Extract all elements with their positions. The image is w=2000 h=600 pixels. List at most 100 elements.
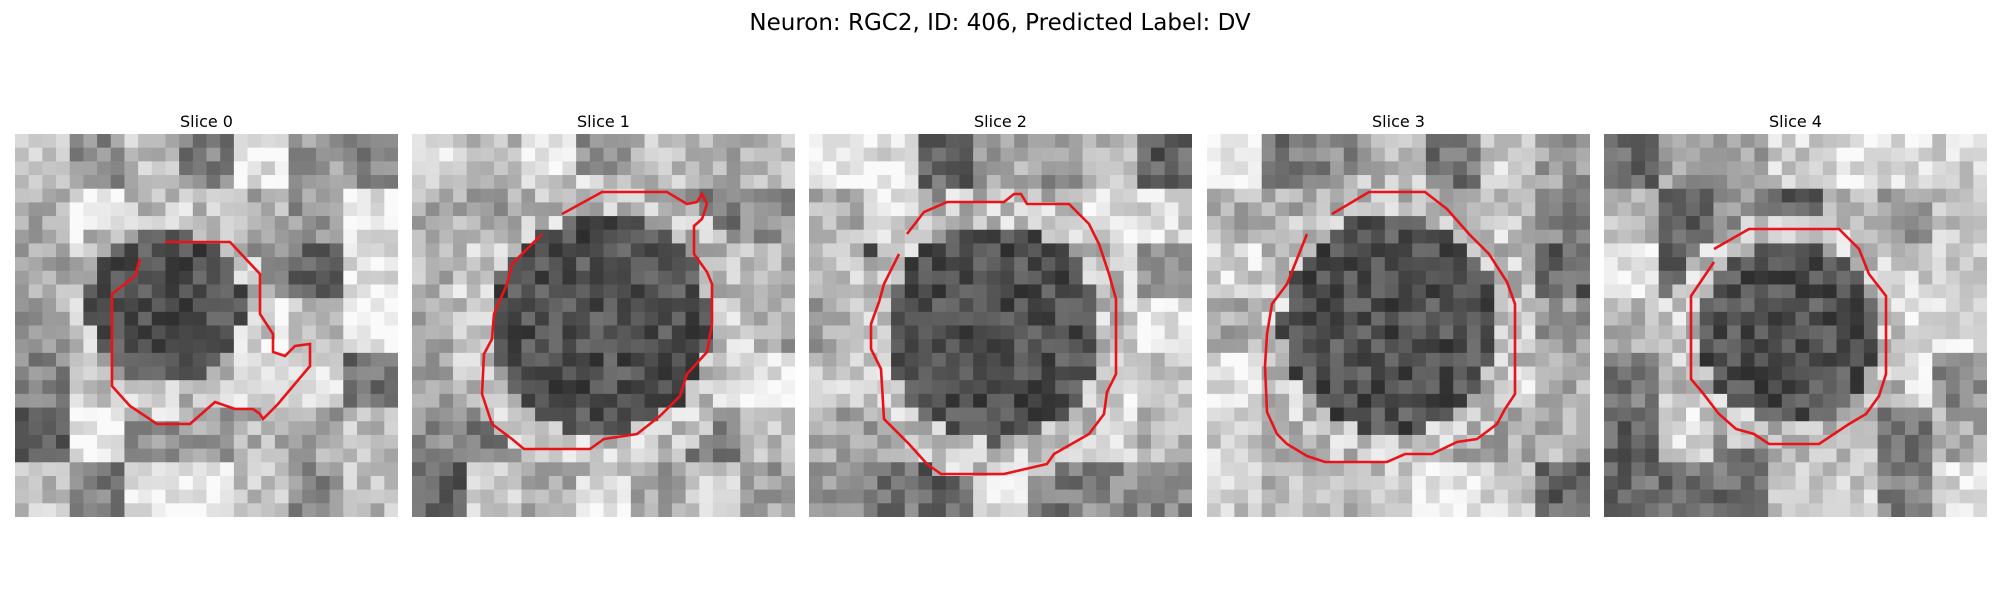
pixel [1754,148,1768,162]
pixel [1207,435,1221,449]
pixel [1796,476,1810,490]
pixel [29,476,43,490]
pixel [1014,326,1028,340]
pixel [426,421,440,435]
pixel [754,134,768,148]
pixel [1973,421,1987,435]
pixel [384,326,398,340]
pixel [97,380,111,394]
pixel [973,202,987,216]
pixel [521,380,535,394]
pixel [987,298,1001,312]
pixel [1316,476,1330,490]
pixel [1028,148,1042,162]
pixel [384,161,398,175]
pixel [1563,449,1577,463]
pixel [1234,243,1248,257]
pixel [1494,175,1508,189]
pixel [576,271,590,285]
pixel [1850,435,1864,449]
pixel [124,243,138,257]
pixel [1932,189,1946,203]
pixel [1234,435,1248,449]
pixel [1823,202,1837,216]
pixel [973,339,987,353]
pixel [412,353,426,367]
pixel [138,394,152,408]
pixel [357,490,371,504]
pixel [1535,230,1549,244]
pixel [1028,339,1042,353]
pixel [56,503,70,517]
pixel [1535,134,1549,148]
pixel [1782,421,1796,435]
pixel [343,230,357,244]
pixel [1262,257,1276,271]
pixel [275,202,289,216]
pixel [248,216,262,230]
pixel [562,490,576,504]
pixel [836,380,850,394]
pixel [1014,243,1028,257]
pixel [1891,435,1905,449]
pixel [1713,148,1727,162]
pixel [1234,257,1248,271]
pixel [1453,230,1467,244]
pixel [809,312,823,326]
pixel [97,298,111,312]
pixel [604,380,618,394]
pixel [480,230,494,244]
pixel [1878,202,1892,216]
pixel [330,284,344,298]
pixel [631,312,645,326]
pixel [275,243,289,257]
pixel [727,271,741,285]
pixel [1289,148,1303,162]
pixel [521,175,535,189]
pixel [1028,449,1042,463]
pixel [97,312,111,326]
pixel [946,435,960,449]
pixel [781,353,795,367]
pixel [1453,462,1467,476]
pixel [1412,435,1426,449]
pixel [713,284,727,298]
pixel [809,175,823,189]
pixel [727,367,741,381]
pixel [343,216,357,230]
pixel [494,134,508,148]
pixel [70,476,84,490]
pixel [1357,271,1371,285]
pixel [83,462,97,476]
pixel [1178,161,1192,175]
pixel [1096,189,1110,203]
pixel [1960,216,1974,230]
pixel [1754,161,1768,175]
pixel [1083,312,1097,326]
pixel [1371,271,1385,285]
pixel [234,462,248,476]
pixel [891,189,905,203]
pixel [439,367,453,381]
pixel [658,243,672,257]
pixel [1440,312,1454,326]
pixel [1275,435,1289,449]
pixel [1576,189,1590,203]
pixel [1563,161,1577,175]
pixel [1782,175,1796,189]
pixel [1754,476,1768,490]
pixel [699,394,713,408]
pixel [1713,326,1727,340]
pixel [1248,353,1262,367]
pixel [946,230,960,244]
pixel [823,189,837,203]
pixel [754,326,768,340]
pixel [1686,435,1700,449]
pixel [261,380,275,394]
pixel [467,243,481,257]
pixel [1234,175,1248,189]
pixel [179,202,193,216]
pixel [932,134,946,148]
pixel [1178,380,1192,394]
pixel [1248,298,1262,312]
